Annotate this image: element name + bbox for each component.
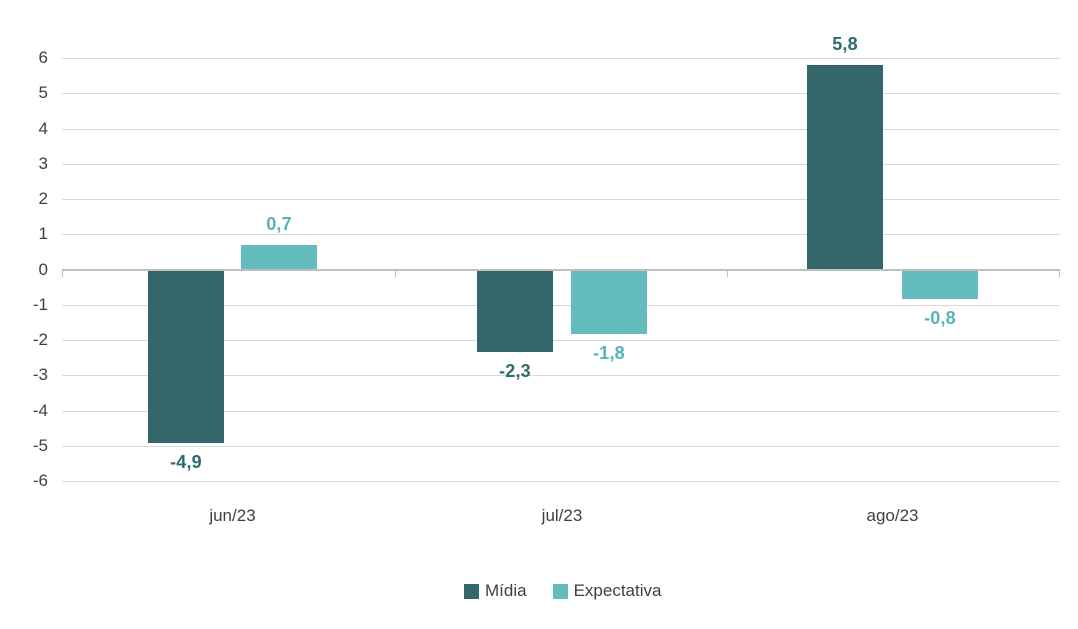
x-axis-category-label: ago/23: [866, 506, 919, 525]
x-axis-category-label: jul/23: [541, 506, 583, 525]
y-axis-tick-label: -3: [32, 365, 48, 385]
bar-expectativa-jun-23: [241, 244, 317, 270]
gridline: [62, 304, 1060, 306]
bar-value-label: 5,8: [832, 34, 858, 55]
bar-mídia-ago-23: [807, 65, 883, 270]
legend-item-midia: Mídia: [464, 581, 527, 601]
axis-tick-mark: [394, 270, 396, 277]
gridline: [62, 199, 1060, 200]
axis-tick-mark: [62, 270, 63, 277]
y-axis-tick-label: -5: [32, 435, 48, 455]
zero-axis-line: [62, 268, 1060, 271]
gridline: [62, 340, 1060, 341]
y-axis-tick-label: 6: [38, 48, 48, 67]
bar-value-label: -0,8: [924, 307, 956, 328]
midia-swatch-icon: [464, 583, 479, 599]
y-axis-tick-label: -6: [32, 471, 48, 490]
gridline: [62, 481, 1060, 482]
gridline: [62, 163, 1060, 165]
y-axis-tick-label: -1: [32, 294, 48, 314]
x-axis-category-label: jun/23: [209, 506, 256, 525]
gridline: [62, 93, 1060, 95]
gridline: [62, 58, 1060, 59]
legend-label-midia: Mídia: [485, 581, 527, 600]
legend-label-expectativa: Expectativa: [573, 581, 662, 600]
bar-expectativa-ago-23: [902, 270, 978, 299]
gridline: [62, 128, 1060, 130]
y-axis-tick-label: 2: [38, 189, 48, 208]
gridline: [62, 375, 1060, 377]
y-axis-tick-label: 0: [38, 259, 48, 279]
legend-item-expectativa: Expectativa: [552, 581, 662, 601]
y-axis-tick-label: 4: [38, 118, 48, 138]
y-axis-tick-label: -4: [32, 400, 48, 420]
bar-value-label: 0,7: [266, 213, 292, 234]
y-axis-tick-label: 1: [38, 224, 48, 244]
expectativa-swatch-icon: [552, 583, 568, 599]
y-axis-tick-label: -2: [32, 330, 48, 349]
bar-mídia-jul-23: [477, 270, 553, 352]
bar-value-label: -4,9: [170, 452, 202, 473]
gridline: [62, 410, 1060, 412]
bar-value-label: -2,3: [499, 360, 531, 381]
axis-tick-mark: [1059, 270, 1060, 277]
gridline: [62, 445, 1060, 447]
y-axis-tick-label: 3: [38, 153, 48, 173]
chart-legend: Mídia Expectativa: [464, 581, 661, 601]
gridline: [62, 234, 1060, 236]
bar-expectativa-jul-23: [571, 270, 647, 334]
bar-value-label: -1,8: [593, 342, 625, 363]
axis-tick-mark: [727, 270, 729, 277]
y-axis-tick-label: 5: [38, 83, 48, 103]
bar-mídia-jun-23: [148, 270, 224, 444]
